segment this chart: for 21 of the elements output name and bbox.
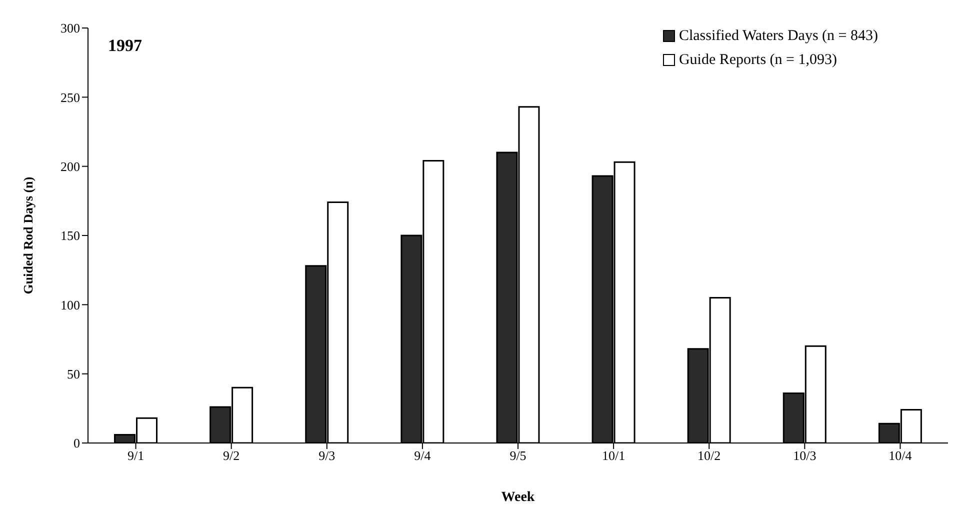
x-tick-label: 9/1 (127, 448, 144, 464)
y-tick-label: 100 (60, 297, 80, 312)
x-axis-title: Week (501, 490, 535, 505)
legend-label: Guide Reports (n = 1,093) (678, 51, 837, 70)
x-tick-label: 10/1 (602, 448, 626, 464)
y-tick-label: 200 (60, 158, 80, 174)
x-tick-label: 9/3 (318, 448, 336, 464)
x-tick-label: 10/2 (698, 448, 721, 464)
legend-label: Classified Waters Days (n = 843) (678, 27, 878, 46)
x-tick-label: 9/5 (510, 448, 526, 464)
y-tick-label: 300 (60, 20, 80, 36)
y-tick-label: 150 (60, 228, 80, 244)
x-tick-label: 9/2 (223, 448, 240, 464)
x-tick-label: 10/4 (888, 448, 912, 464)
x-tick-label: 10/3 (793, 448, 816, 464)
text: 1997 (108, 36, 142, 56)
y-tick-label: 250 (60, 90, 80, 105)
y-tick-label: 0 (74, 436, 80, 451)
y-tick-label: 50 (67, 366, 80, 382)
y-axis-title: Guided Rod Days (n) (20, 176, 36, 294)
x-tick-label: 9/4 (414, 448, 432, 464)
